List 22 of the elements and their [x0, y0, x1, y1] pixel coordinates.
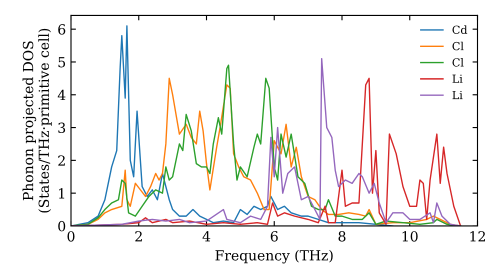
y-tick-label: 5	[58, 57, 66, 68]
x-tick-label: 6	[270, 231, 278, 242]
legend-label: Li	[452, 90, 463, 100]
y-axis-title: Phonon projected DOS (States/THz·primitive cell)	[22, 28, 52, 213]
y-tick-label: 0	[58, 220, 66, 232]
x-axis-title: Frequency (THz)	[215, 250, 333, 264]
legend-label: Cd	[452, 25, 468, 34]
x-tick-label: 0	[67, 231, 74, 242]
x-tick-label: 10	[402, 231, 418, 242]
y-tick-label: 4	[58, 90, 66, 100]
y-tick-label: 6	[58, 24, 66, 35]
y-tick-label: 3	[58, 122, 66, 134]
x-tick-label: 12	[470, 231, 485, 242]
y-tick-label: 1	[58, 188, 64, 198]
x-tick-label: 8	[338, 231, 346, 242]
y-tick-label: 2	[58, 155, 65, 166]
legend-label: Cl	[452, 58, 464, 67]
line-series	[71, 25, 394, 226]
x-tick-label: 2	[135, 231, 142, 242]
legend-label: Cl	[452, 42, 464, 50]
legend-label: Li	[452, 74, 463, 83]
x-tick-label: 4	[202, 231, 210, 242]
